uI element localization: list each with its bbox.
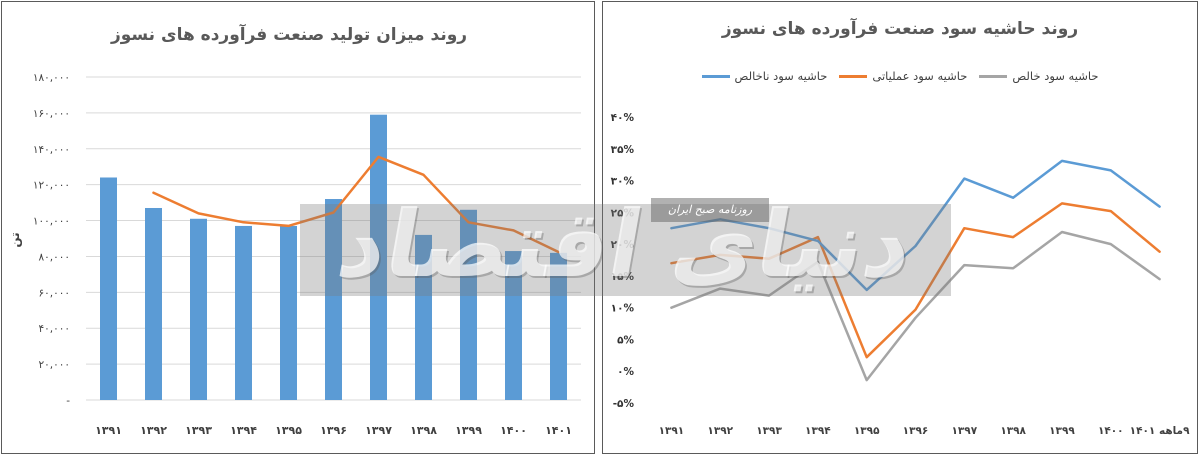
bar — [325, 199, 342, 400]
y-axis-ticks: - ۲۰,۰۰۰ ۴۰,۰۰۰ ۶۰,۰۰۰ ۸۰,۰۰۰ ۱۰۰,۰۰۰ ۱۲۰,۰۰۰ ۱… — [33, 72, 70, 407]
x-tick-label: ۱۴۰۰ — [1098, 425, 1124, 437]
legend-label: حاشیه سود ناخالص — [734, 69, 828, 83]
y-tick-label: ۴۰% — [611, 112, 635, 124]
x-tick-label: ۱۴۰۰ — [500, 424, 527, 437]
x-tick-label: ۱۳۹۳ — [756, 425, 782, 437]
x-tick-label: ۹ماهه ۱۴۰۱ — [1130, 425, 1190, 437]
x-tick-label: ۱۳۹۴ — [230, 424, 257, 437]
bar — [460, 209, 477, 400]
x-tick-label: ۱۳۹۱ — [95, 424, 122, 437]
y-tick-label: ۱۴۰,۰۰۰ — [33, 144, 70, 156]
bar — [370, 114, 387, 400]
chart-legend: حاشیه سود ناخالص حاشیه سود عملیاتی حاشیه… — [603, 67, 1197, 85]
net-margin-line — [670, 230, 1161, 382]
bar-series — [100, 114, 567, 400]
bar — [280, 225, 297, 400]
x-tick-label: ۱۴۰۱ — [545, 424, 572, 437]
bar — [235, 225, 252, 400]
plot-area: - ۲۰,۰۰۰ ۴۰,۰۰۰ ۶۰,۰۰۰ ۸۰,۰۰۰ ۱۰۰,۰۰۰ ۱۲۰,۰۰۰ ۱… — [33, 72, 581, 437]
y-tick-label: ۰% — [617, 366, 634, 378]
trend-line — [152, 155, 560, 254]
y-tick-label: ۴۰,۰۰۰ — [38, 323, 70, 335]
x-tick-label: ۱۳۹۸ — [1000, 425, 1026, 437]
y-tick-label: ۳۰% — [611, 176, 635, 188]
x-tick-label: ۱۳۹۲ — [707, 425, 733, 437]
y-tick-label: - — [66, 395, 70, 407]
legend-item-net-margin: حاشیه سود خالص — [979, 69, 1098, 83]
x-axis-ticks: ۱۳۹۱ ۱۳۹۲ ۱۳۹۳ ۱۳۹۴ ۱۳۹۵ ۱۳۹۶ ۱۳۹۷ ۱۳۹۸ ۱۳۹۹ ۱۴۰۰… — [659, 425, 1190, 437]
bar — [100, 177, 117, 400]
y-tick-label: ۸۰,۰۰۰ — [38, 251, 70, 263]
y-tick-label: ۲۰,۰۰۰ — [38, 359, 70, 371]
plot-area: -۵% ۰% ۵% ۱۰% ۱۵% ۲۰% ۲۵% ۳۰% ۳۵% ۴۰% ۱۳۹۱ ۱۳۹۲ ۱۳۹۳… — [611, 112, 1190, 437]
bar — [505, 251, 522, 400]
bar — [145, 207, 162, 400]
margin-chart-panel: روند حاشیه سود صنعت فرآورده های نسوز -۵%… — [602, 1, 1198, 454]
y-tick-label: ۳۵% — [611, 144, 635, 156]
legend-swatch — [979, 74, 1008, 78]
y-tick-label: ۱۶۰,۰۰۰ — [33, 108, 70, 120]
y-tick-label: ۵% — [617, 334, 634, 346]
y-axis-title: تن — [8, 232, 22, 247]
margin-chart: روند حاشیه سود صنعت فرآورده های نسوز -۵%… — [611, 17, 1190, 437]
legend-label: حاشیه سود عملیاتی — [872, 69, 968, 83]
x-tick-label: ۱۳۹۳ — [185, 424, 212, 437]
x-tick-label: ۱۳۹۶ — [903, 425, 929, 437]
y-tick-label: ۱۲۰,۰۰۰ — [33, 180, 70, 192]
legend-swatch — [839, 74, 868, 78]
operating-margin-line — [670, 202, 1161, 359]
chart-title: روند میزان تولید صنعت فرآورده های نسوز — [110, 23, 467, 45]
legend-swatch — [701, 74, 730, 78]
y-tick-label: ۱۸۰,۰۰۰ — [33, 72, 70, 84]
x-tick-label: ۱۳۹۷ — [951, 425, 977, 437]
production-chart: روند میزان تولید صنعت فرآورده های نسوز ت… — [8, 23, 581, 437]
y-axis-ticks: -۵% ۰% ۵% ۱۰% ۱۵% ۲۰% ۲۵% ۳۰% ۳۵% ۴۰% — [611, 112, 635, 410]
chart-title: روند حاشیه سود صنعت فرآورده های نسوز — [721, 17, 1078, 39]
y-tick-label: ۱۰% — [611, 303, 635, 315]
y-tick-label: ۶۰,۰۰۰ — [38, 287, 70, 299]
x-tick-label: ۱۳۹۵ — [854, 425, 880, 437]
x-tick-label: ۱۳۹۶ — [320, 424, 347, 437]
legend-item-operating-margin: حاشیه سود عملیاتی — [839, 69, 967, 83]
bar — [550, 252, 567, 400]
legend-label: حاشیه سود خالص — [1012, 69, 1099, 83]
x-tick-label: ۱۳۹۱ — [659, 425, 685, 437]
y-tick-label: -۵% — [613, 398, 635, 410]
x-tick-label: ۱۳۹۵ — [275, 424, 302, 437]
bar — [190, 218, 207, 400]
y-tick-label: ۲۰% — [611, 239, 635, 251]
x-tick-label: ۱۳۹۴ — [805, 425, 831, 437]
gross-margin-line — [670, 159, 1161, 292]
legend-item-gross-margin: حاشیه سود ناخالص — [701, 69, 828, 83]
y-tick-label: ۱۰۰,۰۰۰ — [33, 216, 70, 228]
x-tick-label: ۱۳۹۸ — [410, 424, 437, 437]
y-tick-label: ۲۵% — [611, 207, 635, 219]
y-tick-label: ۱۵% — [611, 271, 635, 283]
x-tick-label: ۱۳۹۹ — [1049, 425, 1075, 437]
x-tick-label: ۱۳۹۲ — [140, 424, 167, 437]
x-tick-label: ۱۳۹۹ — [455, 424, 482, 437]
x-tick-label: ۱۳۹۷ — [365, 424, 392, 437]
production-chart-panel: روند میزان تولید صنعت فرآورده های نسوز ت… — [1, 1, 595, 454]
x-axis-ticks: ۱۳۹۱ ۱۳۹۲ ۱۳۹۳ ۱۳۹۴ ۱۳۹۵ ۱۳۹۶ ۱۳۹۷ ۱۳۹۸ ۱۳۹۹ ۱۴۰۰… — [95, 424, 572, 437]
bar — [415, 234, 432, 400]
